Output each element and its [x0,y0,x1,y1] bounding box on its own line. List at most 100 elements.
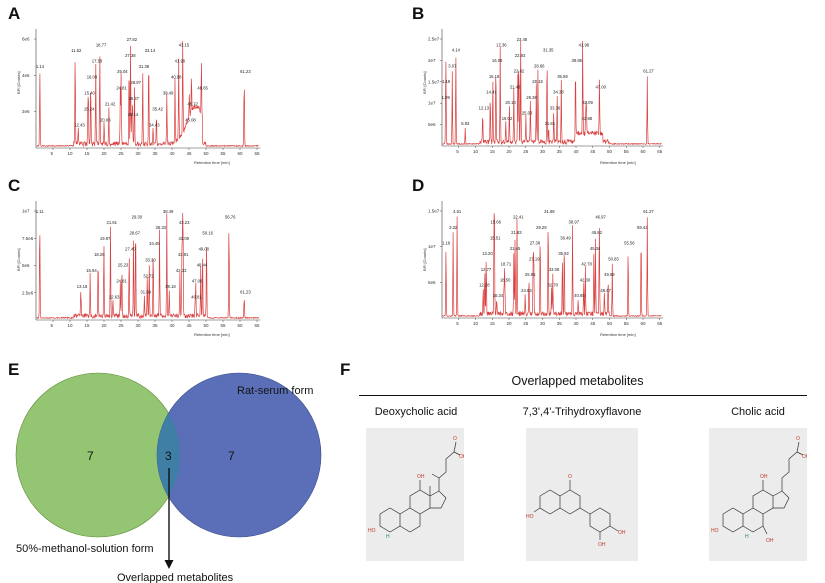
x-axis-label: Retention time [min] [600,160,636,165]
x-tick-label: 10 [68,151,74,156]
peak-label: 6.93 [461,121,470,126]
atom-o: O [453,436,457,442]
peak-label: 35.59 [557,74,568,79]
x-tick-label: 5 [51,323,54,328]
peak-label: 24.81 [116,85,127,90]
x-tick-label: 60 [238,151,244,156]
peak-label: 19.97 [100,236,111,241]
peak-label: 14.41 [486,90,497,95]
peak-label: 40.65 [574,293,585,298]
peak-label: 23.48 [517,37,528,42]
metabolite-name-3: Cholic acid [731,406,785,418]
peak-label: 18.26 [94,252,105,257]
x-tick-label: 45 [187,151,193,156]
x-tick-label: 65 [657,149,663,154]
x-tick-label: 5 [51,151,54,156]
x-tick-label: 25 [523,321,529,326]
peak-label: 49.00 [199,247,210,252]
peak-label: 34.43 [149,123,160,128]
x-tick-label: 60 [641,321,647,326]
peak-label: 1.09 [442,95,451,100]
peak-label: 20.03 [100,117,111,122]
y-axis-label: BPI [Counts] [16,249,21,271]
atom-oh-6: OH [760,474,768,480]
structure-cholic-acid: O OH H HO OH OH [709,428,810,561]
peak-label: 28.15 [532,79,543,84]
x-tick-label: 45 [187,323,193,328]
y-axis-label: BPI [Counts] [422,72,427,94]
y-tick-label: 7.5e6 [22,236,34,241]
peak-label: 15.40 [84,91,95,96]
x-tick-label: 55 [624,321,630,326]
x-tick-label: 45 [590,149,596,154]
x-tick-label: 35 [153,151,159,156]
peak-label: 31.38 [139,64,150,69]
peak-label: 3.32 [449,225,458,230]
x-tick-label: 25 [119,323,125,328]
peak-label: 28.97 [130,80,141,85]
peak-label: 43.09 [582,100,593,105]
peak-label: 16.09 [87,75,98,80]
peak-label: 33.30 [145,257,156,262]
x-axis-label: Retention time [min] [194,160,230,165]
peak-label: 1.14 [36,64,45,69]
peak-label: 22.62 [514,69,525,74]
x-tick-label: 5 [456,149,459,154]
peak-label: 18.71 [501,262,512,267]
atom-oh-4: OH [598,542,606,548]
atom-oh-3: OH [618,530,626,536]
overlap-count: 3 [165,449,172,463]
peak-label: 4.51 [453,209,462,214]
atom-oh-7: OH [766,538,774,544]
right-count: 7 [228,449,235,463]
header-rule [359,395,807,397]
peak-label: 27.19 [529,256,540,261]
trace [36,40,259,148]
atom-oh-2: OH [417,474,425,480]
trace [442,40,662,146]
peak-label: 22.63 [109,295,120,300]
peak-label: 27.38 [530,241,541,246]
x-tick-label: 50 [204,151,210,156]
peak-label: 61.27 [643,69,654,74]
peak-label: 39.86 [572,58,583,63]
peak-label: 56.76 [225,214,236,219]
x-tick-label: 50 [204,323,210,328]
panel-letter-f: F [340,360,351,379]
x-tick-label: 60 [238,323,244,328]
panel-letter-a: A [8,4,21,23]
peak-label: 25.95 [525,272,536,277]
peak-label: 38.49 [163,209,174,214]
atom-h: H [386,534,390,540]
y-tick-label: 1e7 [428,244,436,249]
peak-label: 50.83 [608,256,619,261]
peak-label: 26.38 [526,95,537,100]
peak-label: 22.41 [513,214,524,219]
peak-label: 31.81 [545,121,556,126]
x-tick-label: 30 [136,323,142,328]
x-tick-label: 20 [507,321,513,326]
x-tick-label: 65 [255,323,261,328]
peak-label: 45.72 [187,101,198,106]
peak-label: 12.13 [479,105,490,110]
peak-label: 45.08 [185,117,196,122]
y-tick-label: 5e6 [428,122,436,127]
peak-label: 13.18 [77,284,88,289]
peak-label: 47.00 [595,84,606,89]
y-tick-label: 2.5e6 [22,290,34,295]
peak-label: 45.34 [590,246,601,251]
x-tick-label: 40 [170,151,176,156]
peak-label: 27.38 [125,53,136,58]
peak-label: 33.08 [549,267,560,272]
left-set-label: 50%-methanol-solution form [16,543,154,555]
peak-label: 33.36 [550,105,561,110]
peak-label: 47.00 [192,279,203,284]
overlap-section-header: Overlapped metabolites [511,374,644,388]
x-tick-label: 15 [85,323,91,328]
x-tick-label: 20 [102,151,108,156]
peak-label: 15.66 [490,220,501,225]
atom-oh: OH [459,454,464,460]
peak-label: 61.23 [240,69,251,74]
peak-label: 35.92 [558,251,569,256]
x-tick-label: 35 [557,149,563,154]
